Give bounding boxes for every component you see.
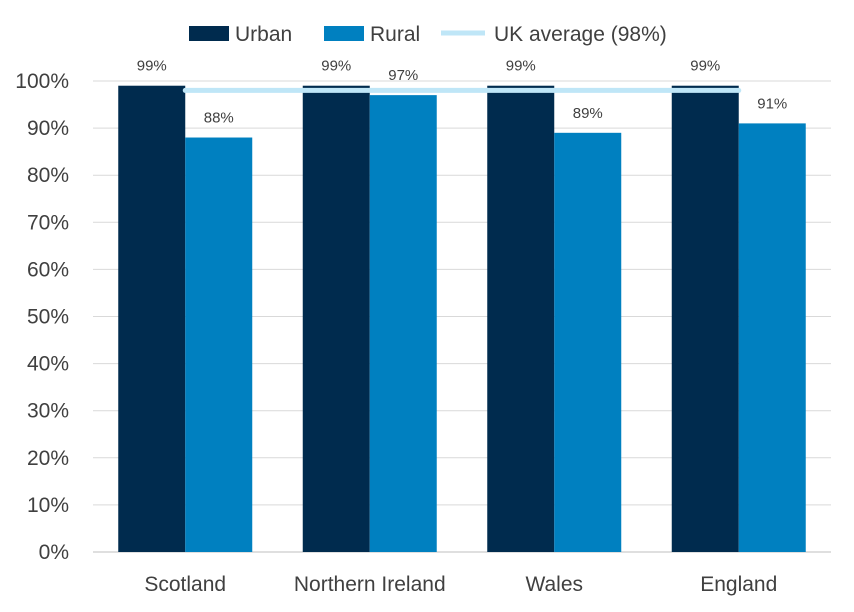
y-tick-label: 20% [27, 447, 69, 470]
y-tick-label: 40% [27, 353, 69, 376]
legend-label-uk-average: UK average (98%) [494, 23, 667, 46]
legend-swatch-urban [189, 26, 229, 41]
bar-urban [118, 85, 186, 553]
legend-label-rural: Rural [370, 23, 420, 46]
y-tick-label: 70% [27, 211, 69, 234]
bar-rural [554, 132, 622, 552]
data-label-rural: 91% [757, 95, 787, 112]
category-label: Wales [525, 573, 583, 596]
category-label: Scotland [144, 573, 226, 596]
y-tick-label: 10% [27, 494, 69, 517]
data-label-urban: 99% [690, 58, 720, 75]
y-tick-label: 50% [27, 306, 69, 329]
data-label-urban: 99% [506, 58, 536, 75]
category-label: England [700, 573, 777, 596]
bar-urban [302, 85, 370, 553]
bar-urban [671, 85, 739, 553]
legend: Urban Rural UK average (98%) [189, 23, 667, 46]
bars [118, 85, 806, 553]
legend-swatch-rural [324, 26, 364, 41]
data-labels: 99% 88% 99% 97% 99% 89% 99% 91% [137, 58, 788, 127]
x-axis-category-labels: Scotland Northern Ireland Wales England [144, 573, 777, 596]
y-tick-label: 90% [27, 117, 69, 140]
data-label-urban: 99% [137, 58, 167, 75]
bar-rural [369, 95, 437, 552]
category-label: Northern Ireland [294, 573, 446, 596]
y-tick-label: 100% [15, 70, 69, 93]
y-tick-label: 0% [39, 541, 69, 564]
data-label-rural: 88% [204, 110, 234, 127]
data-label-rural: 97% [388, 67, 418, 84]
bar-urban [487, 85, 555, 553]
y-tick-label: 60% [27, 258, 69, 281]
bar-rural [185, 137, 253, 552]
data-label-rural: 89% [573, 105, 603, 122]
bar-rural [738, 123, 806, 552]
y-tick-label: 80% [27, 164, 69, 187]
legend-label-urban: Urban [235, 23, 292, 46]
data-label-urban: 99% [321, 58, 351, 75]
y-axis-tick-labels: 0% 10% 20% 30% 40% 50% 60% 70% 80% 90% 100% [15, 70, 69, 564]
y-tick-label: 30% [27, 400, 69, 423]
